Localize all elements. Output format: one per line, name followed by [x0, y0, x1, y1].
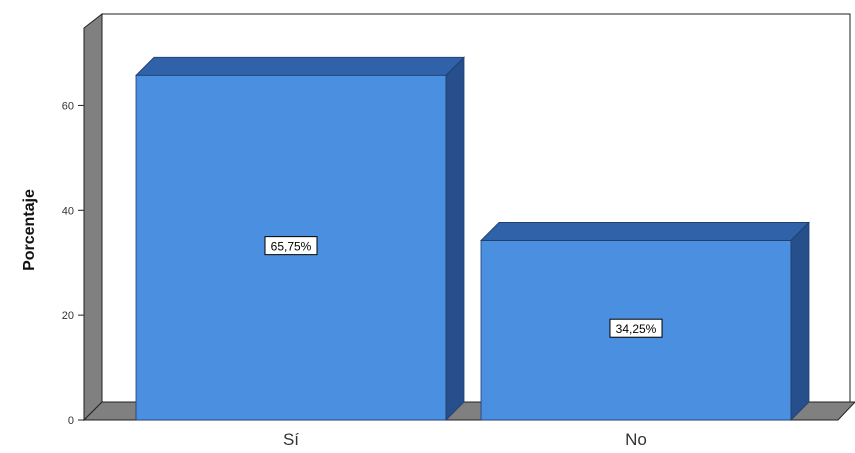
left-wall: [83, 12, 103, 422]
data-label-box: [264, 236, 318, 256]
y-tick-label: 0: [68, 415, 74, 427]
data-label-box: [609, 318, 663, 338]
bar-top-1: [480, 222, 810, 241]
y-tick-label: 20: [62, 310, 74, 322]
data-label-text: 34,25%: [616, 322, 657, 336]
y-axis-label: Porcentaje: [21, 189, 38, 271]
data-label-text: 65,75%: [271, 240, 312, 254]
y-tick-label: 40: [62, 205, 74, 217]
y-tick-label: 60: [62, 100, 74, 112]
data-label-1: 34,25%: [609, 318, 663, 338]
x-axis: Sí No: [283, 430, 647, 449]
bar-side-0: [445, 56, 465, 421]
bar-side-1: [790, 221, 810, 421]
bar-top-0: [135, 56, 465, 76]
data-label-0: 65,75%: [264, 236, 318, 256]
x-tick-label: Sí: [283, 430, 299, 449]
x-tick-label: No: [625, 430, 647, 449]
data-labels-group: 65,75% 34,25%: [264, 236, 663, 338]
y-axis: 0 20 40 60: [62, 100, 84, 427]
